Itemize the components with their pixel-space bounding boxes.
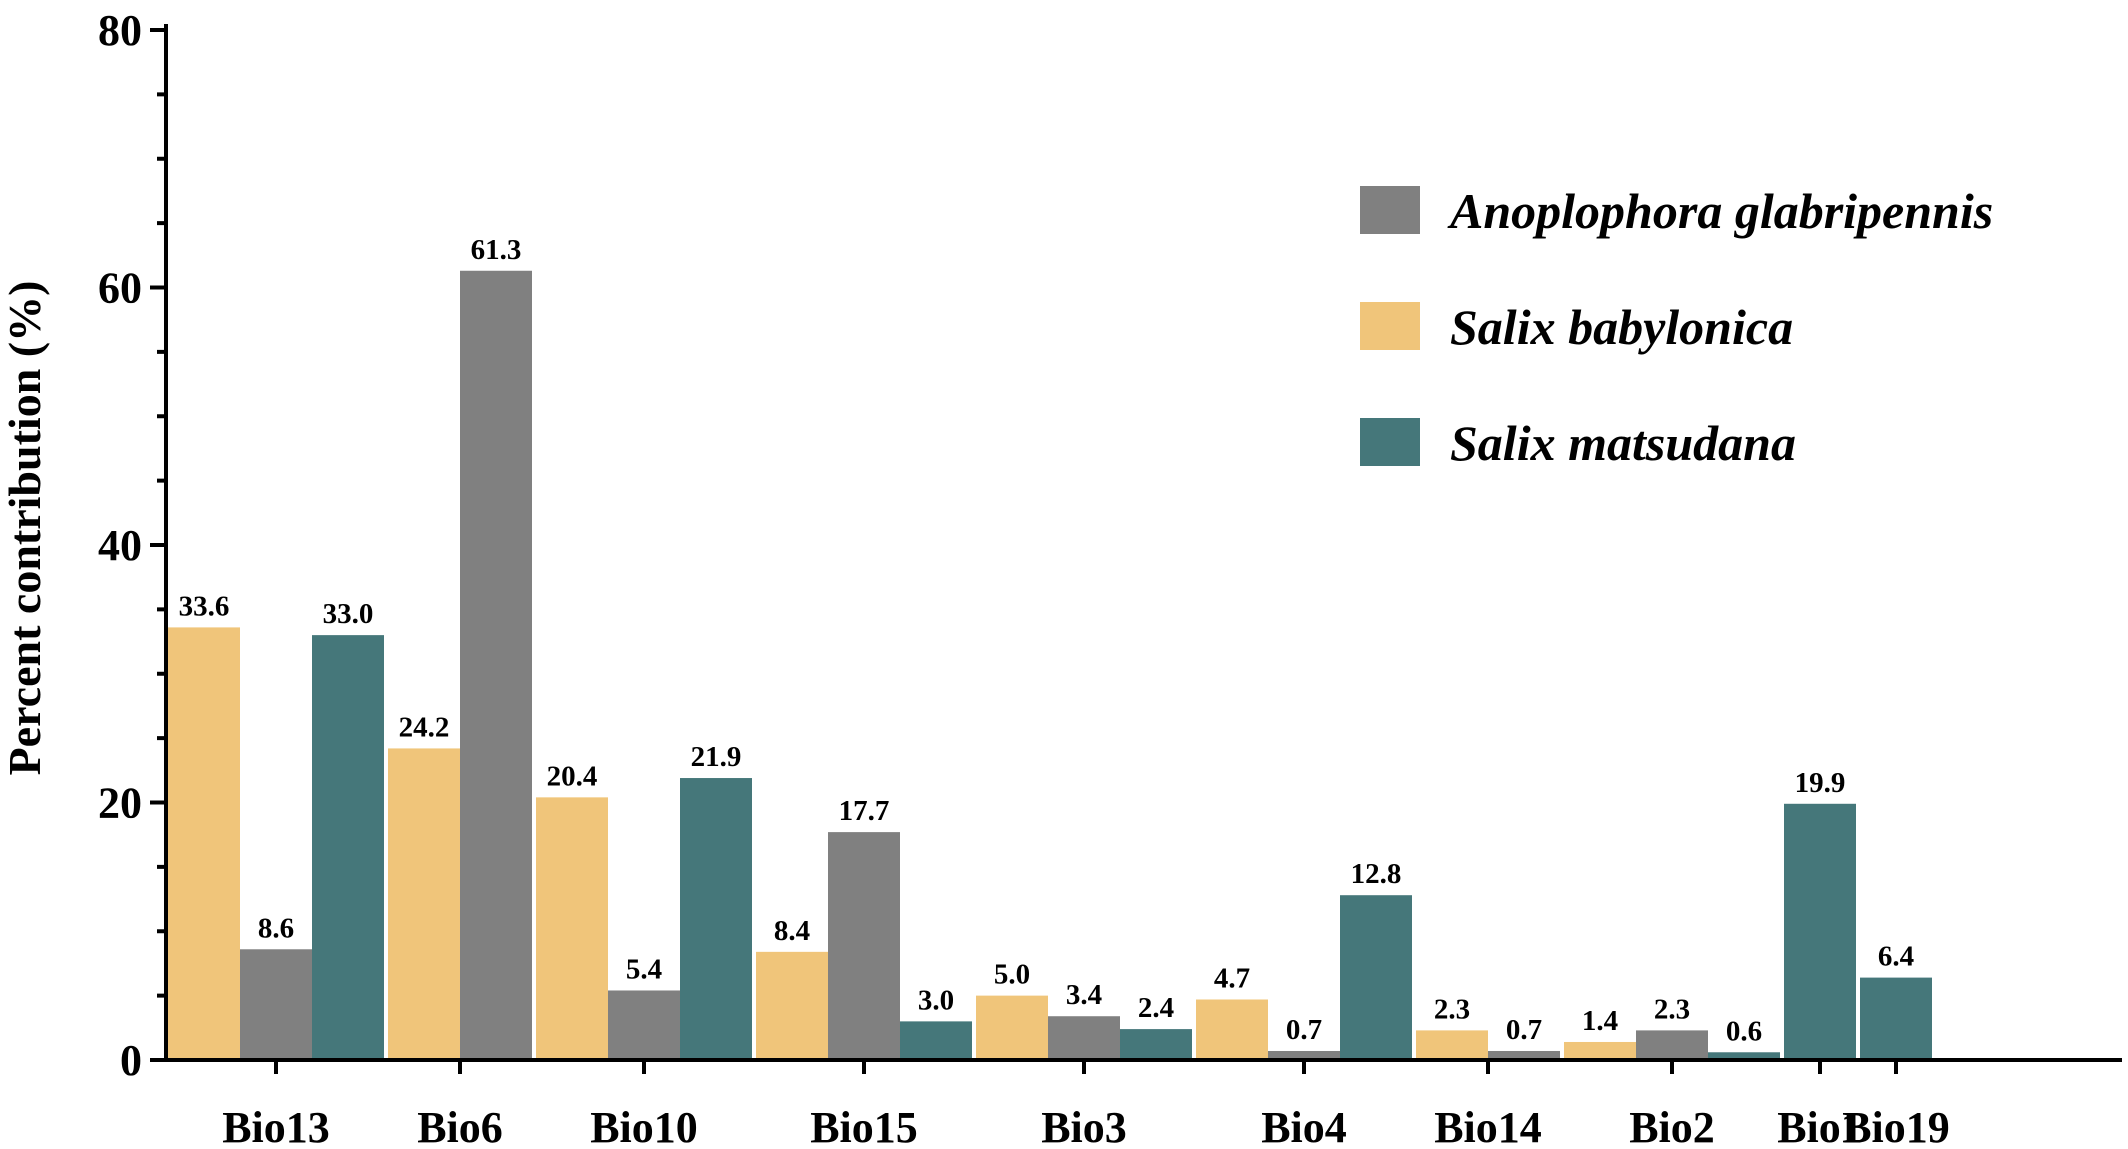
x-tick-label-bio6: Bio6	[417, 1103, 503, 1149]
bar-bio15-salix-matsudana	[900, 1021, 972, 1060]
value-label-bio13-anoplophora-glabripennis: 8.6	[258, 912, 294, 944]
bar-bio4-salix-babylonica	[1196, 999, 1268, 1060]
x-tick-label-bio4: Bio4	[1261, 1103, 1347, 1149]
bar-bio6-anoplophora-glabripennis	[460, 270, 532, 1060]
value-label-bio2-salix-babylonica: 1.4	[1582, 1005, 1618, 1037]
bar-bio3-salix-matsudana	[1120, 1029, 1192, 1060]
value-label-bio13-salix-matsudana: 33.0	[323, 598, 374, 630]
value-label-bio10-anoplophora-glabripennis: 5.4	[626, 953, 662, 985]
bar-bio2-salix-babylonica	[1564, 1041, 1636, 1060]
value-label-bio14-salix-babylonica: 2.3	[1434, 993, 1470, 1025]
value-label-bio2-anoplophora-glabripennis: 2.3	[1654, 993, 1690, 1025]
legend-swatch-anoplophora-glabripennis	[1360, 186, 1420, 234]
bar-bio13-salix-matsudana	[312, 635, 384, 1060]
value-label-bio3-salix-matsudana: 2.4	[1138, 992, 1174, 1024]
bar-bio10-salix-babylonica	[536, 797, 608, 1060]
y-tick-label-0: 0	[120, 1036, 142, 1085]
x-tick-label-bio10: Bio10	[590, 1103, 698, 1149]
value-label-bio2-salix-matsudana: 0.6	[1726, 1015, 1762, 1047]
x-tick-label-bio1: Bio1	[1777, 1103, 1863, 1149]
value-label-bio6-salix-babylonica: 24.2	[399, 711, 450, 743]
bar-bio13-salix-babylonica	[168, 627, 240, 1060]
value-label-bio15-salix-matsudana: 3.0	[918, 984, 954, 1016]
bar-bio3-salix-babylonica	[976, 995, 1048, 1060]
value-label-bio3-anoplophora-glabripennis: 3.4	[1066, 979, 1102, 1011]
value-label-bio4-salix-matsudana: 12.8	[1351, 858, 1402, 890]
value-label-bio1-salix-matsudana: 19.9	[1795, 767, 1846, 799]
x-tick-label-bio13: Bio13	[222, 1103, 330, 1149]
value-label-bio13-salix-babylonica: 33.6	[179, 590, 230, 622]
y-axis-title: Percent contribution (%)	[0, 281, 50, 776]
value-label-bio3-salix-babylonica: 5.0	[994, 959, 1030, 991]
bar-bio14-salix-babylonica	[1416, 1030, 1488, 1060]
legend-swatch-salix-babylonica	[1360, 302, 1420, 350]
bar-bio13-anoplophora-glabripennis	[240, 949, 312, 1060]
bar-bio3-anoplophora-glabripennis	[1048, 1016, 1120, 1060]
value-label-bio6-anoplophora-glabripennis: 61.3	[471, 234, 522, 266]
value-label-bio15-salix-babylonica: 8.4	[774, 915, 810, 947]
legend-swatch-salix-matsudana	[1360, 418, 1420, 466]
bar-bio19-salix-matsudana	[1860, 977, 1932, 1060]
bar-bio10-salix-matsudana	[680, 778, 752, 1060]
value-label-bio4-anoplophora-glabripennis: 0.7	[1286, 1014, 1322, 1046]
bar-bio14-anoplophora-glabripennis	[1488, 1050, 1560, 1060]
value-label-bio10-salix-matsudana: 21.9	[691, 741, 742, 773]
y-tick-label-80: 80	[98, 6, 142, 55]
value-label-bio19-salix-matsudana: 6.4	[1878, 941, 1914, 973]
bar-bio1-salix-matsudana	[1784, 803, 1856, 1060]
value-label-bio10-salix-babylonica: 20.4	[547, 760, 598, 792]
bar-bio2-salix-matsudana	[1708, 1052, 1780, 1060]
bar-bio4-salix-matsudana	[1340, 895, 1412, 1060]
bar-bio6-salix-babylonica	[388, 748, 460, 1060]
x-tick-label-bio14: Bio14	[1434, 1103, 1542, 1149]
y-tick-label-40: 40	[98, 521, 142, 570]
x-tick-label-bio2: Bio2	[1629, 1103, 1715, 1149]
legend-label-salix-matsudana: Salix matsudana	[1450, 415, 1796, 471]
value-label-bio15-anoplophora-glabripennis: 17.7	[839, 795, 890, 827]
legend-label-anoplophora-glabripennis: Anoplophora glabripennis	[1447, 183, 1993, 239]
bar-bio4-anoplophora-glabripennis	[1268, 1050, 1340, 1060]
y-tick-label-20: 20	[98, 779, 142, 828]
value-label-bio14-anoplophora-glabripennis: 0.7	[1506, 1014, 1542, 1046]
bar-bio2-anoplophora-glabripennis	[1636, 1030, 1708, 1060]
axes-layer: Bio13 Bio6 Bio10 Bio15 Bio3 Bio4 Bio14 Bio2 Bio1…	[98, 6, 2122, 1149]
bar-bio15-anoplophora-glabripennis	[828, 832, 900, 1060]
bar-bio15-salix-babylonica	[756, 951, 828, 1060]
value-labels-layer: 33.6 8.6 33.0 24.2 61.3 20.4 5.4 21.9 8.4 17.7 3.0…	[179, 234, 1915, 1048]
legend-label-salix-babylonica: Salix babylonica	[1450, 299, 1793, 355]
value-label-bio4-salix-babylonica: 4.7	[1214, 962, 1250, 994]
y-tick-label-60: 60	[98, 264, 142, 313]
x-tick-label-bio3: Bio3	[1041, 1103, 1127, 1149]
legend: Anoplophora glabripennis Salix babylonica…	[1360, 183, 1993, 471]
bar-bio10-anoplophora-glabripennis	[608, 990, 680, 1060]
bars-layer	[168, 270, 1932, 1060]
x-tick-label-bio19: Bio19	[1842, 1103, 1950, 1149]
x-tick-label-bio15: Bio15	[810, 1103, 918, 1149]
